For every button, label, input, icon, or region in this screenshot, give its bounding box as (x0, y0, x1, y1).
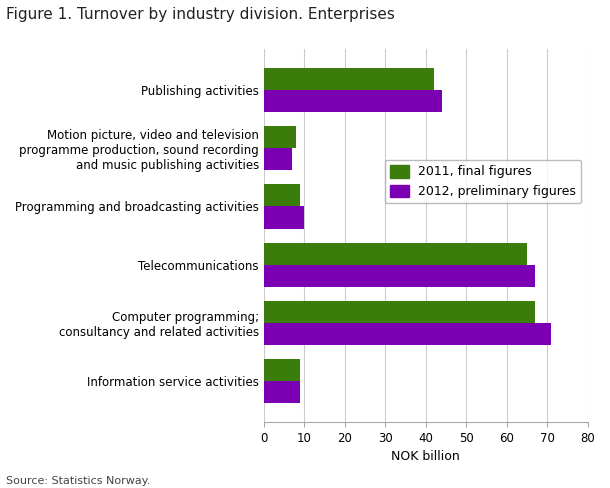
Bar (264, 184, 300, 206)
Bar (264, 90, 442, 112)
Bar (264, 68, 434, 90)
Bar (264, 148, 292, 170)
Text: Source: Statistics Norway.: Source: Statistics Norway. (6, 476, 151, 486)
Bar (264, 359, 300, 381)
Bar (264, 206, 304, 228)
Bar (264, 301, 535, 323)
Bar (264, 126, 296, 148)
Bar (264, 381, 300, 403)
Bar (264, 243, 527, 264)
Bar (264, 323, 551, 345)
X-axis label: NOK billion: NOK billion (391, 450, 460, 463)
Legend: 2011, final figures, 2012, preliminary figures: 2011, final figures, 2012, preliminary f… (385, 160, 581, 203)
Bar (264, 264, 535, 287)
Text: Figure 1. Turnover by industry division. Enterprises: Figure 1. Turnover by industry division.… (6, 7, 395, 22)
